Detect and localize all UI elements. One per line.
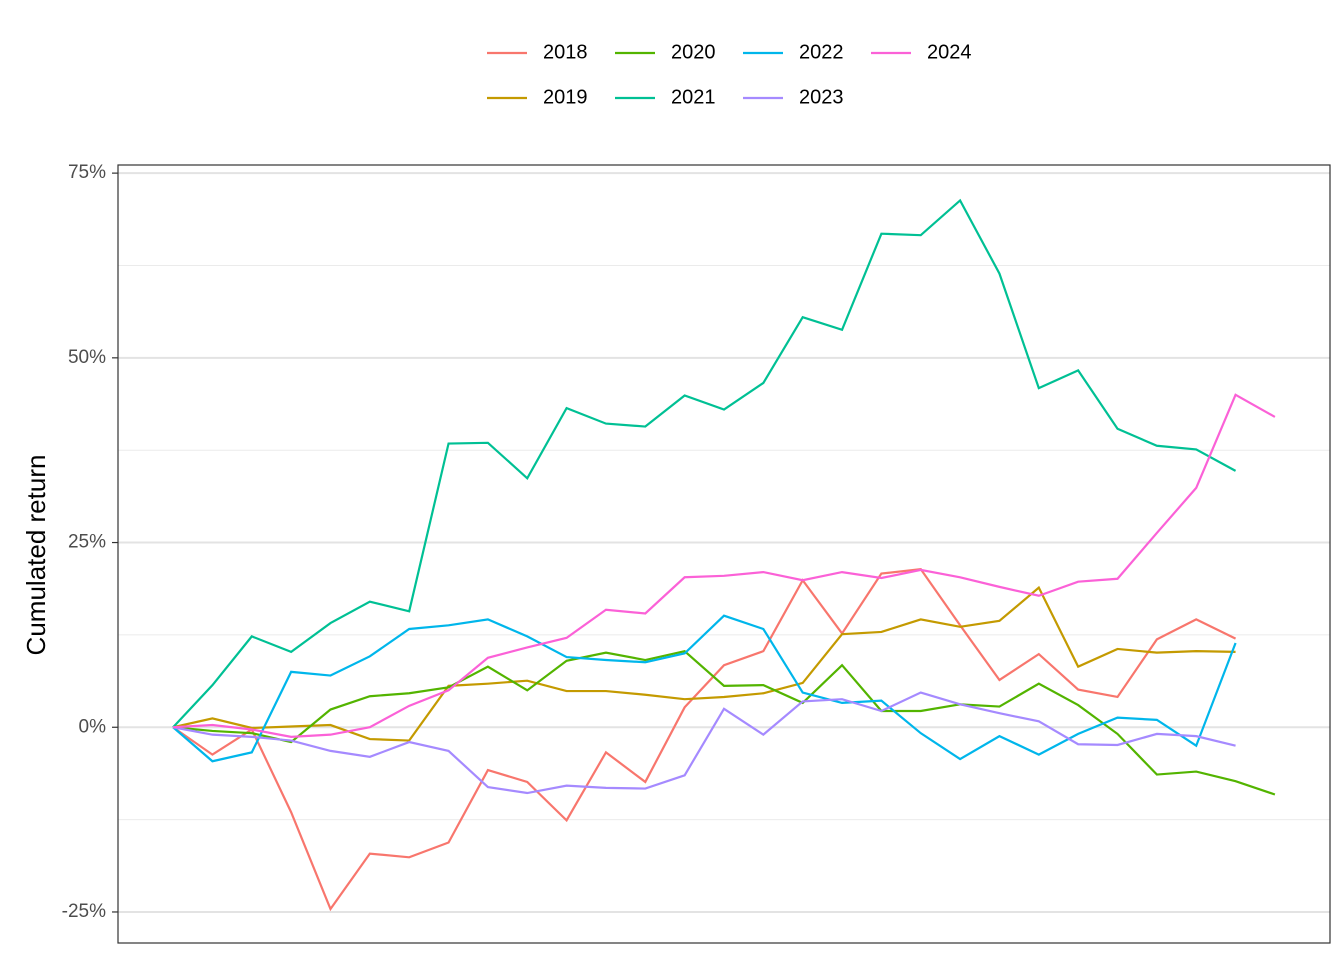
y-axis-label: Cumulated return [21,455,51,656]
panel [118,165,1330,943]
series-line [172,567,1237,912]
series-line [172,649,1276,796]
legend-label: 2023 [799,86,844,108]
series-line [172,614,1237,763]
legend-label: 2020 [671,41,716,63]
legend-label: 2019 [543,86,588,108]
panel-border [117,164,1331,944]
series-line [172,198,1237,729]
y-tick-label: 25% [68,532,106,553]
y-tick-label: -25% [62,901,106,922]
legend-label: 2022 [799,41,844,63]
legend-label: 2018 [543,41,588,63]
y-tick-label: 50% [68,347,106,368]
y-tick-label: 0% [79,716,107,737]
series-line [173,393,1276,738]
legend-label: 2021 [671,86,716,108]
legend-label: 2024 [927,41,972,63]
series-line [172,691,1236,795]
y-tick-label: 75% [68,162,106,183]
